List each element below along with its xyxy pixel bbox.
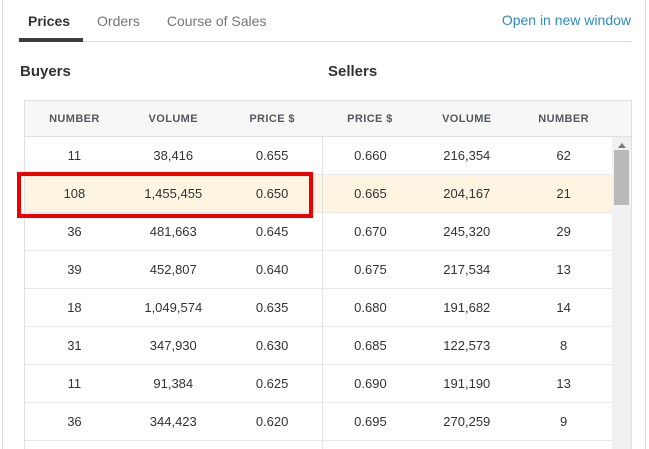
buyer-volume-cell: 38,416 bbox=[153, 148, 194, 163]
seller-price-cell bbox=[321, 441, 419, 449]
buyers-heading: Buyers bbox=[20, 63, 71, 80]
header-seller-volume: VOLUME bbox=[442, 112, 492, 125]
table-row[interactable]: 31 347,930 0.630 0.685 122,573 8 bbox=[25, 327, 631, 365]
buyer-volume-cell: 481,663 bbox=[149, 224, 197, 239]
seller-number-cell: 14 bbox=[556, 300, 571, 315]
buyer-price-cell: 0.630 bbox=[255, 338, 289, 353]
buyer-volume-cell bbox=[124, 441, 223, 449]
seller-number-cell: 13 bbox=[556, 376, 571, 391]
buyer-price-cell: 0.650 bbox=[255, 186, 289, 201]
seller-volume-cell: 122,573 bbox=[443, 338, 491, 353]
seller-volume-cell: 216,354 bbox=[443, 148, 491, 163]
seller-number-cell: 13 bbox=[556, 262, 571, 277]
header-seller-price: PRICE $ bbox=[347, 112, 393, 125]
buyer-volume-cell: 344,423 bbox=[149, 414, 197, 429]
seller-price-cell: 0.685 bbox=[321, 327, 419, 364]
seller-volume-cell: 270,259 bbox=[443, 414, 491, 429]
market-depth-table: NUMBER VOLUME PRICE $ PRICE $ VOLUME NUM… bbox=[24, 100, 632, 449]
table-row[interactable]: 108 1,455,455 0.650 0.665 204,167 21 bbox=[25, 175, 631, 213]
table-row[interactable]: 36 344,423 0.620 0.695 270,259 9 bbox=[25, 403, 631, 441]
seller-volume-cell: 191,682 bbox=[443, 300, 491, 315]
seller-price-cell: 0.660 bbox=[321, 137, 419, 174]
table-row[interactable]: 11 38,416 0.655 0.660 216,354 62 bbox=[25, 137, 631, 175]
buyer-number-cell: 39 bbox=[67, 262, 82, 277]
scrollbar-thumb[interactable] bbox=[614, 150, 629, 205]
tab-bar: Prices Orders Course of Sales bbox=[28, 12, 266, 30]
seller-volume-cell: 245,320 bbox=[443, 224, 491, 239]
panel-left-border bbox=[2, 0, 3, 449]
buyer-number-cell: 36 bbox=[67, 414, 82, 429]
open-in-new-window-link[interactable]: Open in new window bbox=[501, 12, 631, 28]
seller-volume-cell: 204,167 bbox=[443, 186, 491, 201]
buyer-price-cell: 0.645 bbox=[255, 224, 289, 239]
seller-number-cell: 9 bbox=[560, 414, 568, 429]
buyer-price-cell: 0.640 bbox=[255, 262, 289, 277]
panel-right-border bbox=[645, 0, 646, 449]
tab-course-of-sales[interactable]: Course of Sales bbox=[166, 13, 267, 29]
header-buyer-number: NUMBER bbox=[49, 112, 100, 125]
seller-volume-cell: 191,190 bbox=[443, 376, 491, 391]
buyer-volume-cell: 91,384 bbox=[153, 376, 194, 391]
buyer-number-cell bbox=[25, 441, 124, 449]
buyer-number-cell: 31 bbox=[67, 338, 82, 353]
seller-number-cell: 29 bbox=[556, 224, 571, 239]
seller-price-cell: 0.675 bbox=[321, 251, 419, 288]
header-buyer-volume: VOLUME bbox=[148, 112, 198, 125]
buyer-number-cell: 36 bbox=[67, 224, 82, 239]
buyer-volume-cell: 347,930 bbox=[149, 338, 197, 353]
vertical-scrollbar[interactable] bbox=[612, 137, 631, 449]
seller-number-cell: 62 bbox=[556, 148, 571, 163]
header-buyer-price: PRICE $ bbox=[249, 112, 295, 125]
seller-price-cell: 0.680 bbox=[321, 289, 419, 326]
buyer-number-cell: 108 bbox=[63, 186, 86, 201]
seller-number-cell: 8 bbox=[560, 338, 568, 353]
table-row[interactable]: 39 452,807 0.640 0.675 217,534 13 bbox=[25, 251, 631, 289]
table-row[interactable]: 18 1,049,574 0.635 0.680 191,682 14 bbox=[25, 289, 631, 327]
tab-orders[interactable]: Orders bbox=[97, 13, 140, 29]
header-seller-number: NUMBER bbox=[538, 112, 589, 125]
table-row[interactable]: 36 481,663 0.645 0.670 245,320 29 bbox=[25, 213, 631, 251]
buyer-number-cell: 11 bbox=[67, 376, 82, 391]
sellers-heading: Sellers bbox=[328, 63, 378, 80]
buyer-volume-cell: 452,807 bbox=[149, 262, 197, 277]
buyer-price-cell bbox=[223, 441, 322, 449]
seller-number-cell: 21 bbox=[556, 186, 571, 201]
seller-volume-cell: 217,534 bbox=[443, 262, 491, 277]
table-body: 11 38,416 0.655 0.660 216,354 62 108 1,455,455 0… bbox=[25, 137, 631, 449]
buyer-number-cell: 18 bbox=[67, 300, 82, 315]
seller-price-cell: 0.690 bbox=[321, 365, 419, 402]
active-tab-underline bbox=[19, 38, 83, 42]
buyer-price-cell: 0.620 bbox=[255, 414, 289, 429]
seller-price-cell: 0.670 bbox=[321, 213, 419, 250]
tab-prices[interactable]: Prices bbox=[28, 13, 71, 29]
buyer-volume-cell: 1,455,455 bbox=[144, 186, 203, 201]
buyer-price-cell: 0.625 bbox=[255, 376, 289, 391]
seller-number-cell bbox=[515, 441, 612, 449]
buyer-price-cell: 0.635 bbox=[255, 300, 289, 315]
scrollbar-up-arrow-icon[interactable] bbox=[617, 143, 626, 148]
buyer-number-cell: 11 bbox=[67, 148, 82, 163]
tab-divider bbox=[19, 41, 631, 42]
table-row[interactable] bbox=[25, 441, 631, 449]
buyer-volume-cell: 1,049,574 bbox=[144, 300, 203, 315]
table-row[interactable]: 11 91,384 0.625 0.690 191,190 13 bbox=[25, 365, 631, 403]
buyer-price-cell: 0.655 bbox=[255, 148, 289, 163]
seller-volume-cell bbox=[418, 441, 515, 449]
seller-price-cell: 0.695 bbox=[321, 403, 419, 440]
table-header-row: NUMBER VOLUME PRICE $ PRICE $ VOLUME NUM… bbox=[25, 100, 631, 137]
seller-price-cell: 0.665 bbox=[321, 175, 419, 212]
